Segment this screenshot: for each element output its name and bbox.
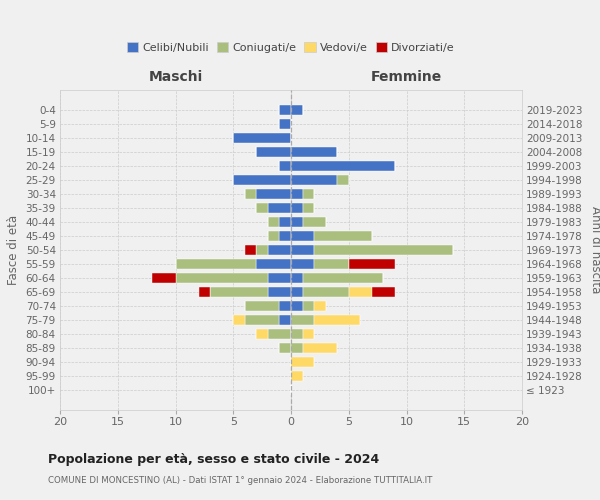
Bar [314,301,326,312]
Bar [245,301,280,312]
Bar [268,273,291,283]
Bar [256,202,268,213]
Bar [245,315,280,326]
Text: COMUNE DI MONCESTINO (AL) - Dati ISTAT 1° gennaio 2024 - Elaborazione TUTTITALIA: COMUNE DI MONCESTINO (AL) - Dati ISTAT 1… [48,476,433,485]
Bar [302,216,326,227]
Bar [233,132,291,143]
Bar [245,188,256,199]
Bar [256,188,291,199]
Bar [291,216,302,227]
Y-axis label: Fasce di età: Fasce di età [7,215,20,285]
Legend: Celibi/Nubili, Coniugati/e, Vedovi/e, Divorziati/e: Celibi/Nubili, Coniugati/e, Vedovi/e, Di… [123,38,459,58]
Bar [256,146,291,157]
Bar [280,301,291,312]
Bar [314,244,453,256]
Bar [291,259,314,270]
Bar [314,259,349,270]
Text: Femmine: Femmine [371,70,442,84]
Bar [302,202,314,213]
Bar [291,301,302,312]
Bar [175,273,268,283]
Bar [176,259,256,270]
Bar [291,357,314,368]
Bar [280,118,291,129]
Bar [245,244,256,256]
Bar [280,104,291,115]
Bar [291,315,314,326]
Bar [291,146,337,157]
Bar [256,244,268,256]
Bar [372,287,395,298]
Bar [268,230,280,241]
Bar [280,160,291,171]
Text: Popolazione per età, sesso e stato civile - 2024: Popolazione per età, sesso e stato civil… [48,452,379,466]
Bar [291,188,302,199]
Bar [233,315,245,326]
Bar [291,343,302,353]
Bar [314,315,360,326]
Bar [349,259,395,270]
Bar [152,273,176,283]
Bar [291,160,395,171]
Bar [302,273,383,283]
Bar [199,287,210,298]
Bar [291,273,302,283]
Bar [280,315,291,326]
Bar [280,343,291,353]
Bar [268,244,291,256]
Bar [268,329,291,340]
Bar [256,259,291,270]
Bar [268,202,291,213]
Bar [291,104,302,115]
Bar [291,371,302,382]
Bar [268,287,291,298]
Bar [280,230,291,241]
Bar [268,216,280,227]
Bar [291,202,302,213]
Bar [291,244,314,256]
Y-axis label: Anni di nascita: Anni di nascita [589,206,600,294]
Bar [314,230,372,241]
Bar [349,287,372,298]
Bar [291,329,302,340]
Bar [291,287,302,298]
Bar [302,188,314,199]
Bar [302,343,337,353]
Bar [302,287,349,298]
Bar [210,287,268,298]
Bar [233,174,291,185]
Bar [291,174,337,185]
Bar [337,174,349,185]
Bar [302,329,314,340]
Text: Maschi: Maschi [148,70,203,84]
Bar [280,216,291,227]
Bar [291,230,314,241]
Bar [302,301,314,312]
Bar [256,329,268,340]
